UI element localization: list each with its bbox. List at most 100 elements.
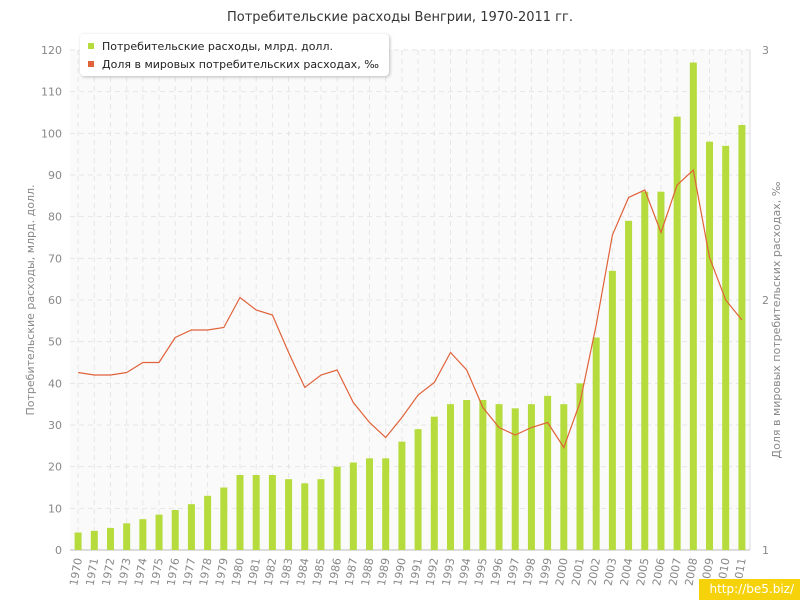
x-tick-label: 1983 xyxy=(278,557,296,587)
bar xyxy=(74,532,82,550)
bar xyxy=(641,191,649,550)
x-tick-label: 1973 xyxy=(116,557,134,587)
bar xyxy=(268,475,276,550)
bar xyxy=(511,408,519,550)
x-tick-label: 2000 xyxy=(553,557,571,587)
bar xyxy=(220,487,228,550)
y-tick-label: 10 xyxy=(48,502,62,515)
plot-area xyxy=(70,50,750,550)
y-tick-label: 50 xyxy=(48,336,62,349)
y-right-axis-title: Доля в мировых потребительских расходах,… xyxy=(770,181,783,458)
bar xyxy=(301,483,309,550)
bar xyxy=(123,523,131,550)
bar xyxy=(155,514,163,550)
x-tick-label: 1970 xyxy=(67,557,85,587)
x-tick-label: 2001 xyxy=(569,557,587,587)
bar xyxy=(139,519,147,550)
bar xyxy=(463,400,471,550)
x-tick-label: 1991 xyxy=(407,557,425,587)
x-tick-label: 1971 xyxy=(84,557,102,587)
y-tick-label: 90 xyxy=(48,169,62,182)
y-tick-label: 20 xyxy=(48,461,62,474)
bar xyxy=(366,458,374,550)
bar xyxy=(495,404,503,550)
bar xyxy=(187,504,195,550)
x-tick-label: 1992 xyxy=(424,557,442,587)
bar xyxy=(592,337,600,550)
legend-item-world-share[interactable]: Доля в мировых потребительских расходах,… xyxy=(88,55,379,73)
legend-item-consumption[interactable]: Потребительские расходы, млрд. долл. xyxy=(88,37,379,55)
x-tick-label: 1978 xyxy=(197,557,215,587)
bar xyxy=(106,527,114,550)
x-tick-label: 1972 xyxy=(100,557,118,587)
x-tick-label: 1993 xyxy=(440,557,458,587)
bar xyxy=(382,458,390,550)
legend[interactable]: Потребительские расходы, млрд. долл. Дол… xyxy=(80,34,389,76)
x-tick-label: 1985 xyxy=(310,557,328,587)
chart-title: Потребительские расходы Венгрии, 1970-20… xyxy=(227,10,573,25)
y-axis-title: Потребительские расходы, млрд. долл. xyxy=(24,185,37,416)
bar xyxy=(90,530,98,550)
y-tick-label: 60 xyxy=(48,294,62,307)
bar xyxy=(706,141,714,550)
x-tick-label: 1994 xyxy=(456,557,474,587)
bar xyxy=(349,462,357,550)
x-tick-label: 1976 xyxy=(164,557,182,587)
y-tick-label: 80 xyxy=(48,211,62,224)
y-tick-label: 100 xyxy=(41,127,62,140)
x-tick-label: 1979 xyxy=(213,557,231,587)
bar xyxy=(479,400,487,550)
bar xyxy=(333,466,341,550)
legend-label-consumption: Потребительские расходы, млрд. долл. xyxy=(102,39,333,53)
x-tick-label: 1975 xyxy=(148,557,166,587)
x-tick-label: 1984 xyxy=(294,557,312,587)
bar xyxy=(527,404,535,550)
bar xyxy=(446,404,454,550)
y-tick-label: 120 xyxy=(41,44,62,57)
x-tick-label: 1998 xyxy=(521,557,539,587)
bar xyxy=(414,429,422,550)
bar xyxy=(236,475,244,550)
x-tick-label: 1981 xyxy=(245,557,263,587)
bar xyxy=(544,395,552,550)
bar xyxy=(689,62,697,550)
bar xyxy=(171,510,179,550)
x-tick-label: 1999 xyxy=(537,557,555,587)
x-tick-label: 2008 xyxy=(683,557,701,587)
x-tick-label: 2006 xyxy=(650,557,668,587)
bar xyxy=(204,495,212,550)
x-tick-label: 1988 xyxy=(359,557,377,587)
legend-swatch-consumption xyxy=(88,43,94,49)
bar xyxy=(657,191,665,550)
bar xyxy=(252,475,260,550)
watermark[interactable]: http://be5.biz/ xyxy=(699,579,800,600)
bar xyxy=(398,441,406,550)
x-tick-label: 1974 xyxy=(132,557,150,587)
y-right-tick-label: 3 xyxy=(762,44,769,57)
bar xyxy=(576,383,584,550)
y-tick-label: 70 xyxy=(48,252,62,265)
x-tick-label: 1997 xyxy=(504,557,522,587)
x-tick-label: 2005 xyxy=(634,557,652,587)
bar xyxy=(317,479,325,550)
bar xyxy=(625,220,633,551)
bar xyxy=(560,404,568,550)
bar xyxy=(285,479,293,550)
x-tick-label: 1977 xyxy=(181,557,199,587)
y-tick-label: 0 xyxy=(55,544,62,557)
x-tick-label: 1980 xyxy=(229,557,247,587)
bar xyxy=(430,416,438,550)
y-right-tick-label: 1 xyxy=(762,544,769,557)
x-tick-label: 1987 xyxy=(343,557,361,587)
x-tick-label: 2002 xyxy=(585,557,603,587)
bar xyxy=(673,116,681,551)
legend-swatch-world-share xyxy=(88,61,94,67)
x-tick-label: 1986 xyxy=(326,557,344,587)
x-tick-label: 1990 xyxy=(391,557,409,587)
y-tick-label: 40 xyxy=(48,377,62,390)
x-tick-label: 1989 xyxy=(375,557,393,587)
bar xyxy=(722,145,730,551)
y-tick-label: 30 xyxy=(48,419,62,432)
